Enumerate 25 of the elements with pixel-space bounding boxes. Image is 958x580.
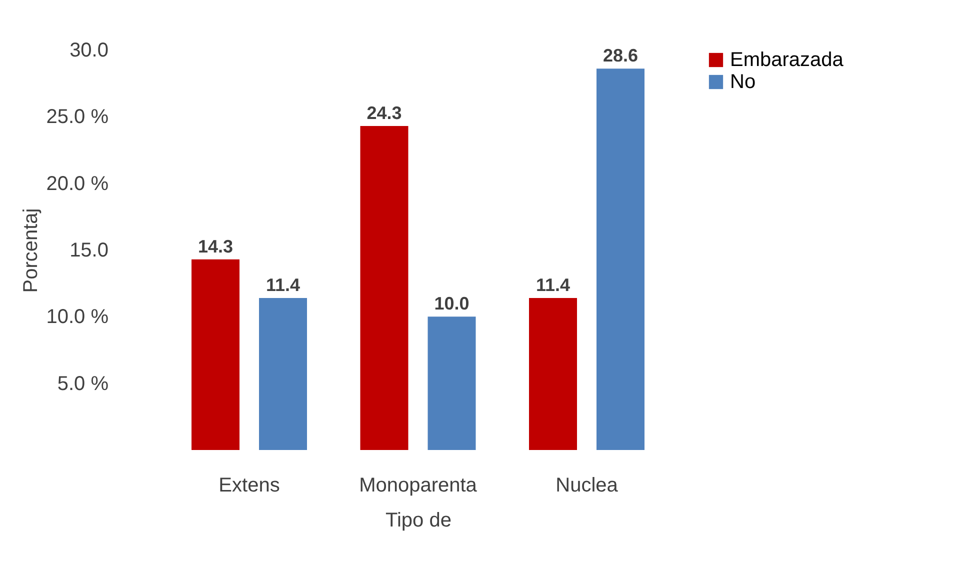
- legend-label: Embarazada: [730, 49, 844, 71]
- x-tick-label: Monoparenta: [359, 474, 478, 496]
- bar: [259, 298, 307, 450]
- y-axis-title: Porcentaj: [20, 208, 42, 293]
- x-tick-label: Extens: [218, 474, 280, 496]
- bar: [596, 68, 644, 450]
- y-tick-label: 20.0 %: [46, 172, 109, 195]
- bar: [428, 316, 476, 450]
- y-tick-label: 5.0 %: [57, 372, 109, 395]
- data-label: 28.6: [602, 46, 638, 66]
- data-label: 11.4: [266, 275, 300, 295]
- legend-label: No: [730, 71, 756, 93]
- y-tick-label: 25.0 %: [46, 106, 109, 128]
- x-axis-title: Tipo de: [386, 510, 452, 532]
- data-label: 14.3: [198, 236, 234, 256]
- bar: [192, 259, 240, 450]
- bar: [360, 126, 408, 450]
- bar: [529, 298, 577, 450]
- y-tick-label: 15.0: [70, 240, 108, 262]
- y-tick-label: 10.0 %: [46, 306, 109, 328]
- data-label: 11.4: [536, 275, 570, 295]
- x-tick-label: Nuclea: [556, 474, 619, 496]
- data-label: 10.0: [434, 294, 470, 314]
- y-tick-label: 30.0: [70, 40, 108, 62]
- data-label: 24.3: [366, 103, 402, 123]
